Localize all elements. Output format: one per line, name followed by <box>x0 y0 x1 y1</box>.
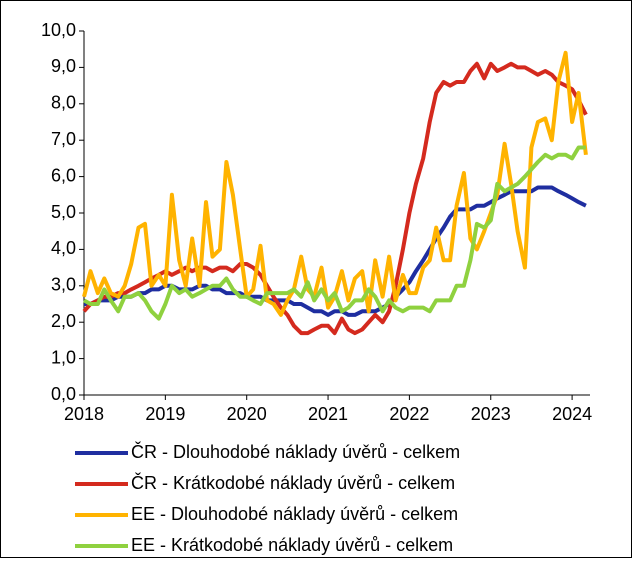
y-tick-label: 7,0 <box>51 129 76 149</box>
x-tick-label: 2021 <box>308 404 348 424</box>
x-tick-label: 2022 <box>389 404 429 424</box>
legend-label: ČR - Dlouhodobé náklady úvěrů - celkem <box>131 441 460 462</box>
y-tick-label: 9,0 <box>51 56 76 76</box>
x-tick-label: 2018 <box>64 404 104 424</box>
y-tick-label: 5,0 <box>51 202 76 222</box>
y-tick-label: 6,0 <box>51 165 76 185</box>
y-tick-label: 4,0 <box>51 238 76 258</box>
x-tick-label: 2019 <box>145 404 185 424</box>
x-tick-label: 2024 <box>552 404 592 424</box>
legend-label: EE - Dlouhodobé náklady úvěrů - celkem <box>131 504 458 524</box>
x-tick-label: 2023 <box>471 404 511 424</box>
series-line <box>83 145 586 321</box>
legend-label: ČR - Krátkodobé náklady úvěrů - celkem <box>131 472 455 493</box>
series-line <box>84 185 587 317</box>
y-tick-label: 1,0 <box>51 347 76 367</box>
x-tick-label: 2020 <box>227 404 267 424</box>
y-tick-label: 2,0 <box>51 311 76 331</box>
y-tick-label: 3,0 <box>51 275 76 295</box>
y-tick-label: 10,0 <box>41 20 76 40</box>
y-tick-label: 0,0 <box>51 384 76 404</box>
y-tick-label: 8,0 <box>51 93 76 113</box>
legend-label: EE - Krátkodobé náklady úvěrů - celkem <box>131 535 453 555</box>
